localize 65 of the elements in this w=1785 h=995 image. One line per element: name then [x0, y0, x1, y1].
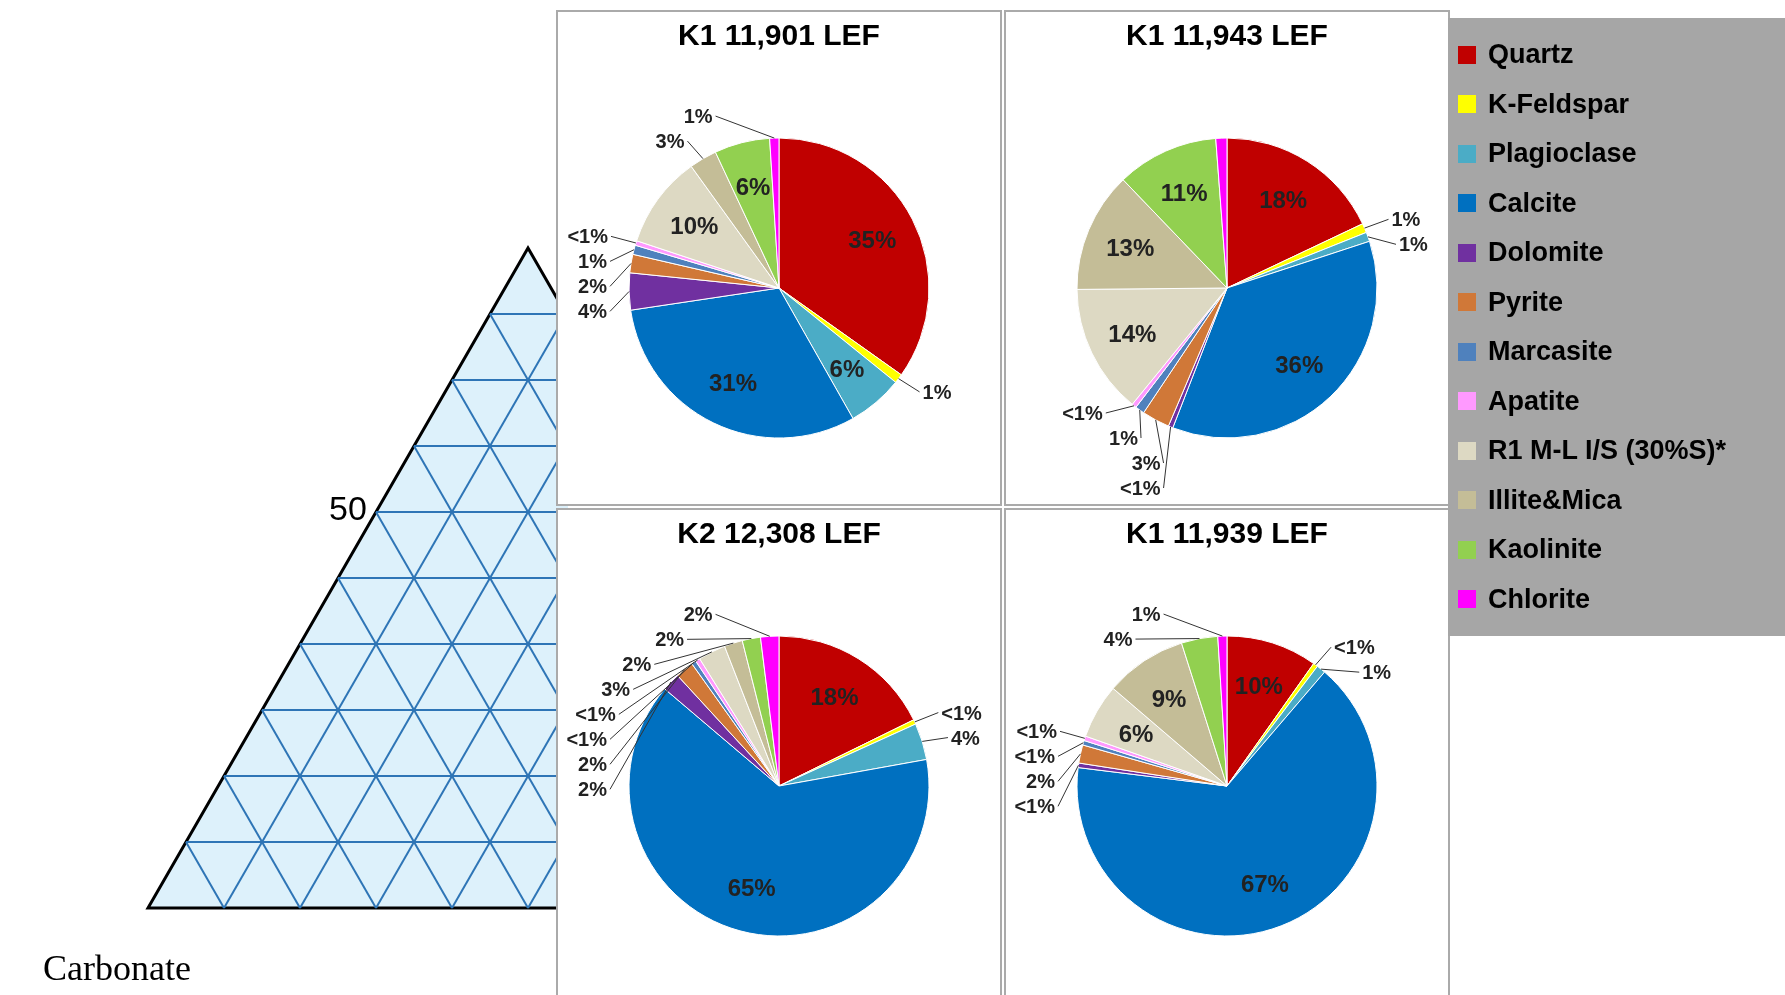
data-label: 6% — [1118, 720, 1154, 747]
data-label: <1% — [567, 225, 609, 248]
data-label: 9% — [1151, 684, 1187, 712]
data-label: 18% — [810, 683, 859, 711]
data-label: 1% — [683, 105, 713, 128]
text: 50 — [329, 489, 367, 527]
data-label: <1% — [566, 728, 608, 751]
data-label: <1% — [1014, 795, 1056, 818]
chart-title: K1 11,901 LEF — [677, 18, 881, 52]
data-label: <1% — [1014, 745, 1056, 768]
data-label: 3% — [1131, 452, 1161, 474]
text: Carbonate — [43, 948, 191, 988]
data-label: 1% — [922, 380, 952, 403]
data-label: 1% — [1399, 233, 1429, 256]
chart-title: K2 12,308 LEF — [676, 516, 882, 550]
data-label: 10% — [670, 212, 719, 240]
data-label: <1% — [575, 703, 617, 726]
data-label: 1% — [1131, 603, 1161, 626]
data-label: 4% — [1103, 628, 1133, 651]
data-label: 2% — [578, 275, 608, 298]
data-label: 2% — [655, 628, 685, 651]
chart-title: K1 11,939 LEF — [1125, 516, 1329, 550]
data-label: 11% — [1160, 178, 1208, 206]
data-label: <1% — [1119, 477, 1161, 499]
data-label: 1% — [1391, 208, 1421, 231]
legend-label: Quartz — [1488, 39, 1574, 71]
data-label: 2% — [622, 653, 652, 676]
legend-label: K-Feldspar — [1488, 88, 1630, 120]
data-label: 6% — [829, 354, 865, 382]
legend-label: Illite&Mica — [1488, 484, 1622, 516]
data-label: 2% — [578, 778, 608, 801]
data-label: 14% — [1108, 320, 1157, 348]
data-label: 35% — [848, 226, 897, 254]
data-label: 10% — [1234, 672, 1283, 700]
data-label: 36% — [1275, 350, 1324, 378]
legend-label: R1 M-L I/S (30%S)* — [1488, 435, 1727, 467]
data-label: 2% — [578, 753, 608, 776]
data-label: 4% — [950, 726, 981, 749]
legend-label: Marcasite — [1488, 336, 1613, 368]
data-label: 4% — [578, 300, 608, 323]
data-label: 6% — [735, 172, 771, 200]
data-label: 18% — [1259, 185, 1308, 213]
legend-label: Pyrite — [1488, 286, 1564, 318]
data-label: 31% — [709, 368, 758, 396]
data-label: <1% — [941, 701, 983, 724]
data-label: 3% — [601, 678, 631, 701]
data-label: 2% — [683, 603, 713, 626]
legend-label: Chlorite — [1488, 583, 1591, 615]
data-label: 1% — [1109, 427, 1139, 449]
legend-label: Dolomite — [1488, 237, 1604, 269]
data-label: 3% — [655, 130, 685, 153]
legend-label: Calcite — [1488, 187, 1577, 219]
legend-label: Kaolinite — [1488, 534, 1603, 566]
data-label: 65% — [727, 873, 776, 901]
legend-label: Plagioclase — [1488, 138, 1637, 170]
data-label: 1% — [1362, 661, 1392, 684]
data-label: 2% — [1026, 770, 1056, 793]
data-label: <1% — [1016, 720, 1058, 743]
data-label: 13% — [1106, 233, 1155, 261]
data-label: 1% — [578, 250, 608, 273]
data-label: 67% — [1240, 870, 1289, 898]
legend-label: Apatite — [1488, 385, 1580, 417]
data-label: <1% — [1334, 636, 1375, 659]
chart-title: K1 11,943 LEF — [1125, 18, 1329, 52]
data-label: <1% — [1062, 402, 1103, 424]
